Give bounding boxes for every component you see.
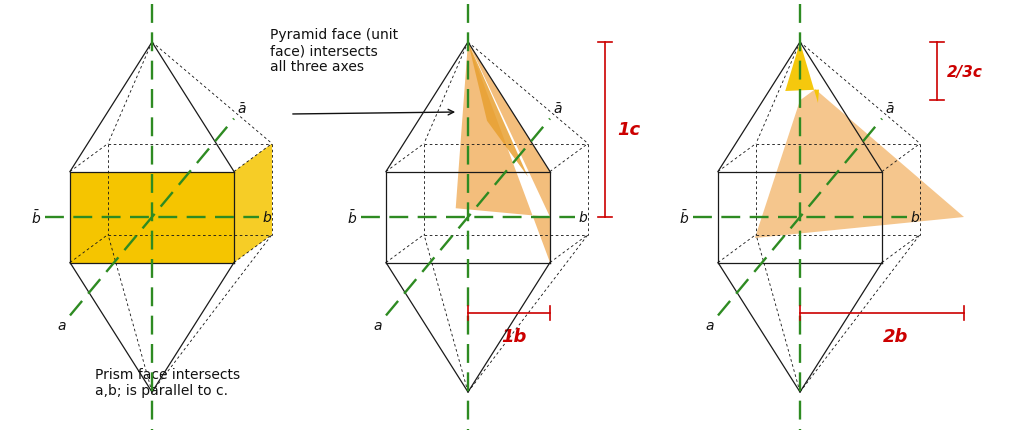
Text: Prism face intersects
a,b; is parallel to c.: Prism face intersects a,b; is parallel t… [95,367,240,397]
Text: a: a [706,319,714,333]
Text: $\bar{b}$: $\bar{b}$ [679,209,689,226]
Text: b: b [262,211,271,224]
Polygon shape [468,43,550,218]
Polygon shape [456,43,550,263]
Text: $\bar{a}$: $\bar{a}$ [237,101,247,116]
Polygon shape [468,43,528,177]
Polygon shape [234,144,272,263]
Polygon shape [70,172,234,263]
Text: $\bar{b}$: $\bar{b}$ [347,209,357,226]
Text: b: b [579,211,588,224]
Text: b: b [910,211,920,224]
Text: $\bar{b}$: $\bar{b}$ [32,209,41,226]
Polygon shape [785,43,819,104]
Text: 1b: 1b [502,328,526,345]
Text: $\bar{a}$: $\bar{a}$ [553,101,562,116]
Polygon shape [755,90,964,239]
Text: $\bar{a}$: $\bar{a}$ [885,101,895,116]
Text: a: a [57,319,66,333]
Text: Pyramid face (unit
face) intersects
all three axes: Pyramid face (unit face) intersects all … [270,28,398,74]
Text: 2b: 2b [884,328,908,345]
Text: 2/3c: 2/3c [947,65,983,80]
Text: a: a [374,319,382,333]
Text: 1c: 1c [617,121,640,139]
